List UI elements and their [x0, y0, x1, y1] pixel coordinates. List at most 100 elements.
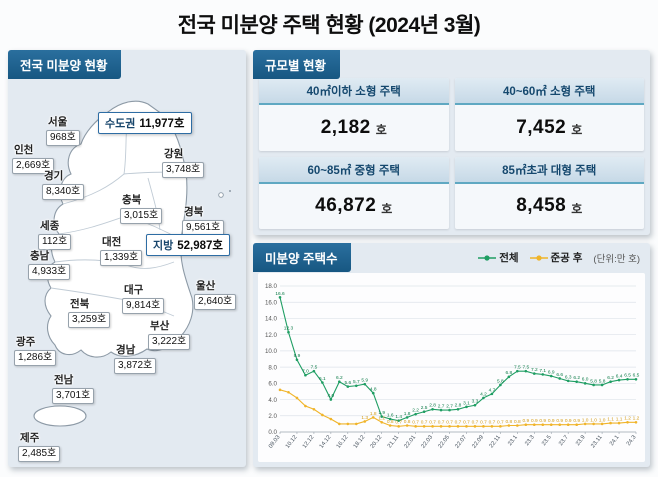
- region-name: 경남: [116, 344, 136, 356]
- svg-text:0.8: 0.8: [404, 419, 411, 425]
- svg-text:12.3: 12.3: [284, 326, 294, 332]
- region-value: 9,814호: [122, 298, 165, 314]
- svg-text:1.0: 1.0: [590, 417, 597, 423]
- svg-text:1.6: 1.6: [387, 412, 394, 418]
- map-region-gyeongbuk: 경북 9,561호: [182, 204, 225, 236]
- svg-text:6.8: 6.8: [506, 370, 513, 376]
- size-cell-number: 7,452: [516, 116, 567, 138]
- legend-item-completed: 준공 후: [529, 250, 582, 265]
- region-value: 3,701호: [52, 388, 95, 404]
- svg-text:6.3: 6.3: [565, 374, 572, 380]
- svg-text:0.9: 0.9: [565, 418, 572, 424]
- svg-text:5.7: 5.7: [353, 379, 360, 385]
- svg-text:2.8: 2.8: [455, 403, 462, 409]
- svg-text:6.5: 6.5: [633, 373, 640, 379]
- svg-text:0.7: 0.7: [480, 420, 487, 426]
- svg-text:20.12: 20.12: [370, 435, 384, 450]
- highlight-label: 지방: [153, 240, 174, 252]
- svg-text:6.2: 6.2: [607, 375, 614, 381]
- svg-text:4.8: 4.8: [370, 386, 377, 392]
- svg-text:1.2: 1.2: [633, 416, 640, 422]
- region-name: 대전: [102, 236, 122, 248]
- size-cell-label: 85㎡초과 대형 주택: [454, 156, 644, 184]
- region-name: 충남: [30, 250, 50, 262]
- svg-text:14.0: 14.0: [265, 316, 278, 323]
- chart-legend: 전체 준공 후 (단위:만 호): [478, 250, 640, 265]
- region-name: 인천: [14, 144, 34, 156]
- svg-text:09.03: 09.03: [268, 435, 282, 450]
- line-chart-svg: 0.0 2.0 4.0 6.0 8.0 10.0 12.0 14.0 16.0 18.0 09.03…: [265, 283, 640, 450]
- svg-text:2.0: 2.0: [268, 413, 277, 420]
- map-region-sejong: 세종 112호: [38, 218, 72, 250]
- svg-text:23.7: 23.7: [558, 435, 570, 448]
- svg-text:7.5: 7.5: [514, 365, 521, 371]
- svg-text:22.07: 22.07: [454, 435, 468, 450]
- svg-text:4.0: 4.0: [328, 393, 335, 399]
- size-panel-header: 규모별 현황: [253, 50, 340, 79]
- svg-text:5.8: 5.8: [497, 378, 504, 384]
- size-grid: 40㎡이하 소형 주택 2,182 호 40~60㎡ 소형 주택 7,452 호…: [259, 78, 644, 229]
- svg-text:2.5: 2.5: [421, 405, 428, 411]
- chart-panel: 미분양 주택수 전체 준공 후 (단위:만 호) 0.0 2.0 4.0 6.0 8.0…: [253, 243, 650, 467]
- svg-text:6.1: 6.1: [319, 376, 326, 382]
- region-value: 3,872호: [114, 358, 157, 374]
- svg-text:10.0: 10.0: [265, 348, 278, 355]
- map-region-gwangju: 광주 1,286호: [14, 334, 57, 366]
- svg-text:7.1: 7.1: [539, 368, 546, 374]
- svg-text:6.9: 6.9: [548, 369, 555, 375]
- svg-text:2.2: 2.2: [412, 408, 419, 414]
- svg-text:16.6: 16.6: [275, 291, 285, 297]
- map-region-jeonbuk: 전북 3,259호: [68, 296, 111, 328]
- size-cell-unit: 호: [381, 201, 393, 216]
- svg-text:0.7: 0.7: [421, 420, 428, 426]
- map-region-gangwon: 강원 3,748호: [162, 146, 205, 178]
- region-value: 2,669호: [12, 158, 55, 174]
- svg-text:3.1: 3.1: [463, 400, 470, 406]
- highlight-value: 52,987호: [177, 240, 224, 252]
- svg-text:12.0: 12.0: [265, 332, 278, 339]
- region-name: 전남: [54, 374, 74, 386]
- region-name: 강원: [164, 148, 184, 160]
- svg-text:0.9: 0.9: [556, 418, 563, 424]
- size-cell-under40: 40㎡이하 소형 주택 2,182 호: [259, 78, 449, 151]
- svg-text:14.12: 14.12: [319, 435, 333, 450]
- highlight-provinces: 지방 52,987호: [146, 234, 231, 256]
- svg-text:7.5: 7.5: [311, 365, 318, 371]
- map-region-busan: 부산 3,222호: [148, 318, 191, 350]
- region-value: 1,339호: [100, 250, 143, 266]
- svg-text:23.5: 23.5: [541, 435, 553, 448]
- size-cell-label: 60~85㎡ 중형 주택: [259, 156, 449, 184]
- svg-text:6.2: 6.2: [573, 375, 580, 381]
- region-value: 2,640호: [194, 294, 237, 310]
- svg-text:1.1: 1.1: [616, 416, 623, 422]
- svg-text:1.8: 1.8: [404, 411, 411, 417]
- region-value: 3,222호: [148, 334, 191, 350]
- svg-text:24.1: 24.1: [609, 435, 621, 448]
- region-name: 세종: [40, 220, 60, 232]
- svg-text:0.7: 0.7: [472, 420, 479, 426]
- region-name: 제주: [20, 432, 40, 444]
- svg-text:1.2: 1.2: [378, 416, 385, 422]
- svg-text:22.11: 22.11: [489, 435, 502, 450]
- svg-text:0.7: 0.7: [455, 420, 462, 426]
- svg-text:1.0: 1.0: [599, 417, 606, 423]
- page-title: 전국 미분양 주택 현황 (2024년 3월): [177, 14, 481, 37]
- dokdo-island-shape: [229, 190, 231, 192]
- map-region-chungbuk: 충북 3,015호: [120, 192, 163, 224]
- jeju-island-shape: [33, 405, 87, 427]
- svg-text:1.3: 1.3: [361, 415, 368, 421]
- svg-text:24.3: 24.3: [626, 435, 638, 448]
- highlight-label: 수도권: [105, 118, 136, 130]
- svg-text:0.7: 0.7: [438, 420, 445, 426]
- region-name: 서울: [48, 116, 68, 128]
- map-region-ulsan: 울산 2,640호: [194, 278, 237, 310]
- svg-text:0.7: 0.7: [446, 420, 453, 426]
- svg-text:22.09: 22.09: [471, 435, 485, 450]
- svg-text:0.9: 0.9: [548, 418, 555, 424]
- legend-label: 전체: [499, 252, 519, 264]
- svg-text:12.12: 12.12: [302, 435, 316, 450]
- svg-text:18.12: 18.12: [353, 435, 367, 450]
- svg-text:4.7: 4.7: [489, 387, 496, 393]
- map-region-gyeonggi: 경기 8,340호: [42, 168, 85, 200]
